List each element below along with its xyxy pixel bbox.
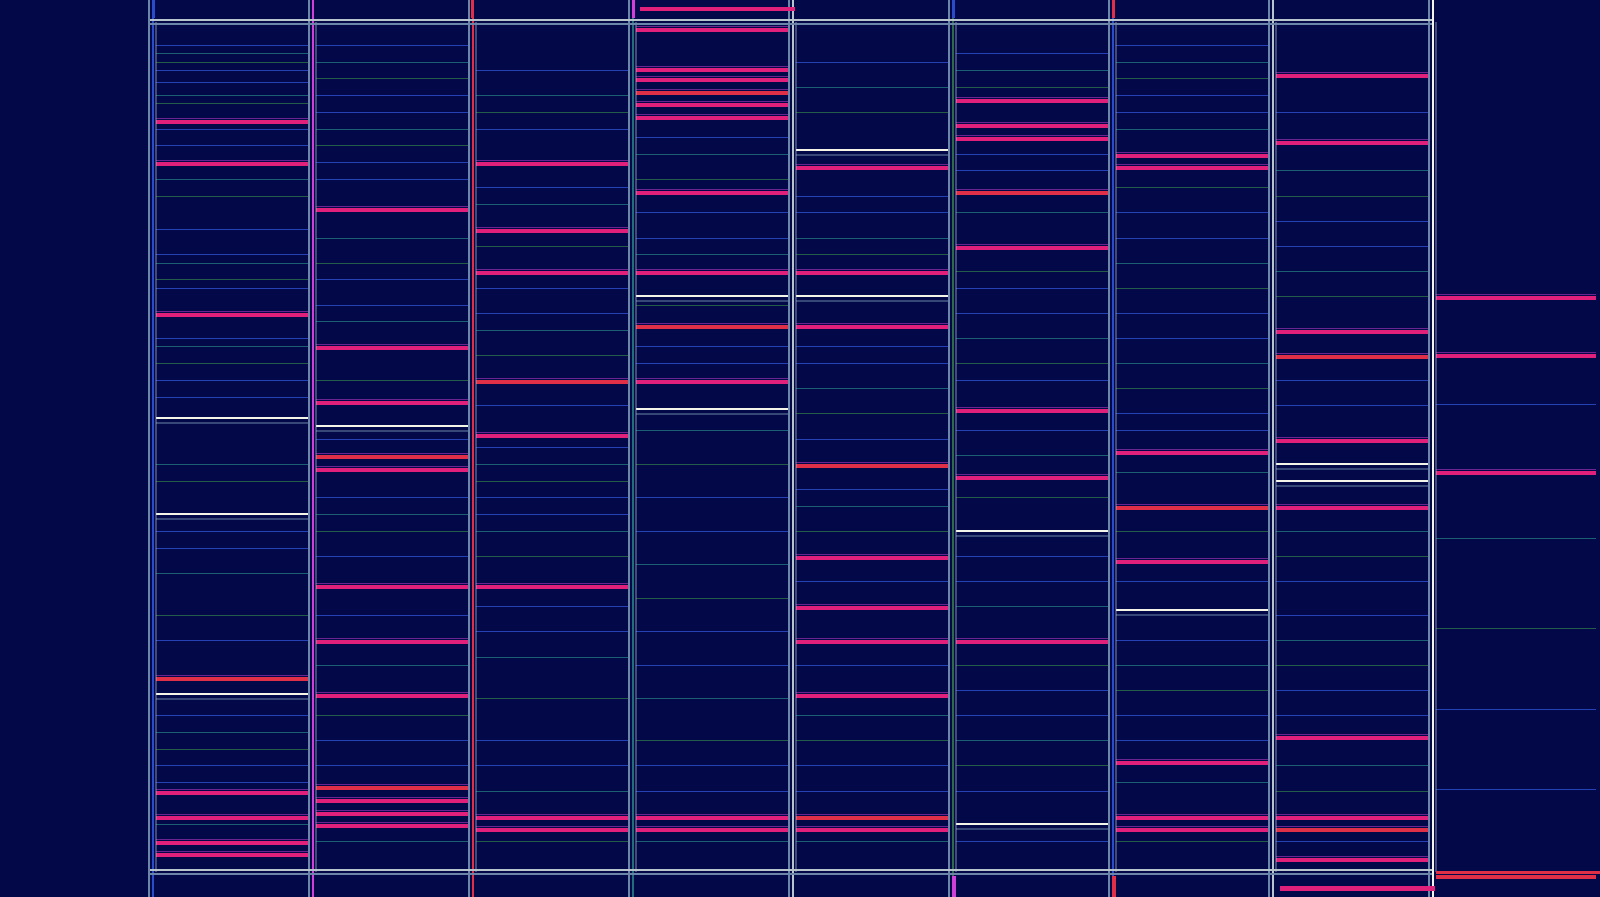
bottom-accent-tick — [952, 876, 956, 897]
top-accent-tick — [632, 0, 635, 18]
pink-bar — [1276, 828, 1428, 832]
pink-bar — [956, 476, 1108, 480]
pink-bar — [316, 824, 468, 828]
pink-bar — [1276, 736, 1428, 740]
pink-bar — [476, 380, 628, 384]
pink-bar — [156, 816, 308, 820]
pink-bar — [156, 853, 308, 857]
pink-bar — [956, 99, 1108, 103]
pink-bar — [636, 116, 788, 120]
pink-bar — [796, 464, 948, 468]
pink-bar — [956, 640, 1108, 644]
pink-bar — [1116, 560, 1268, 564]
pink-bar — [636, 28, 788, 32]
pink-bar — [796, 606, 948, 610]
pink-bar — [636, 68, 788, 72]
pink-bar — [1116, 816, 1268, 820]
pink-bar — [1276, 439, 1428, 443]
pink-bar — [316, 585, 468, 589]
pink-bar — [636, 191, 788, 195]
pink-bar — [156, 791, 308, 795]
pink-bar — [316, 694, 468, 698]
pink-bar — [156, 162, 308, 166]
pink-bar — [476, 229, 628, 233]
bottom-accent-tick — [1112, 876, 1116, 897]
pink-bar — [636, 325, 788, 329]
pink-bar — [796, 640, 948, 644]
pink-bar — [796, 828, 948, 832]
pink-bar — [956, 409, 1108, 413]
pink-bar — [956, 246, 1108, 250]
pink-bar — [1436, 296, 1596, 300]
top-accent-tick — [1112, 0, 1115, 18]
pink-bar — [1276, 141, 1428, 145]
pink-bar — [956, 191, 1108, 195]
pink-bar — [1116, 761, 1268, 765]
pink-bar — [476, 585, 628, 589]
pink-bar — [1276, 355, 1428, 359]
pink-bar — [1436, 875, 1596, 879]
pink-bar — [636, 103, 788, 107]
pink-bar — [1116, 154, 1268, 158]
pink-bar — [796, 166, 948, 170]
pink-bar — [796, 556, 948, 560]
pink-bar — [636, 78, 788, 82]
pink-bar — [636, 828, 788, 832]
pink-bar — [1276, 330, 1428, 334]
pink-bar — [1116, 451, 1268, 455]
pink-bar — [316, 208, 468, 212]
bottom-red-stub — [1436, 871, 1600, 874]
bottom-pink-stub — [1280, 886, 1435, 891]
pink-bar — [1276, 858, 1428, 862]
pink-bar — [476, 162, 628, 166]
pink-bar — [316, 812, 468, 816]
pink-bar — [796, 694, 948, 698]
pink-bar — [636, 380, 788, 384]
pink-bar — [1116, 506, 1268, 510]
pink-bar — [476, 816, 628, 820]
pink-bar — [1276, 816, 1428, 820]
pink-bar — [476, 434, 628, 438]
top-accent-tick — [471, 0, 474, 18]
pink-bar — [1276, 74, 1428, 78]
pink-bar — [956, 124, 1108, 128]
pink-bar — [1276, 506, 1428, 510]
pink-bar — [796, 816, 948, 820]
pink-bar — [636, 91, 788, 95]
pink-bar — [156, 841, 308, 845]
pink-bar — [156, 120, 308, 124]
pink-bar — [316, 799, 468, 803]
pink-bar — [316, 346, 468, 350]
pink-bar — [316, 640, 468, 644]
top-accent-tick — [152, 0, 155, 18]
pink-bar — [156, 677, 308, 681]
pink-bar — [476, 271, 628, 275]
pink-bar — [316, 786, 468, 790]
pink-bar — [476, 828, 628, 832]
pink-bar — [156, 313, 308, 317]
pink-bar — [636, 271, 788, 275]
pink-bar — [796, 271, 948, 275]
pink-bar — [956, 137, 1108, 141]
pink-bar — [636, 816, 788, 820]
pink-bar — [1116, 828, 1268, 832]
pink-bar — [1436, 471, 1596, 475]
pink-bar — [316, 401, 468, 405]
pink-bar — [1436, 354, 1596, 358]
pink-bar — [316, 468, 468, 472]
top-pink-stub — [640, 7, 795, 11]
pink-bar — [316, 455, 468, 459]
pink-bar — [796, 325, 948, 329]
top-accent-tick — [952, 0, 955, 18]
pink-bar — [1116, 166, 1268, 170]
